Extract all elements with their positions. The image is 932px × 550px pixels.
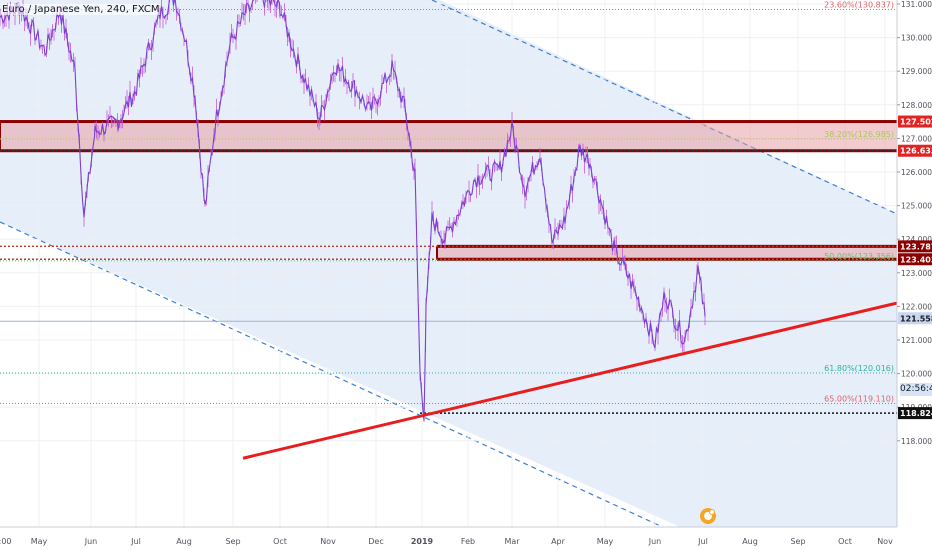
price-tag xyxy=(898,115,932,128)
time-axis-label: Oct xyxy=(838,537,852,546)
plot-area xyxy=(0,0,897,527)
candles xyxy=(0,0,706,422)
price-tick-label: 124.000 xyxy=(901,235,932,244)
price-tick-label: 128.000 xyxy=(901,101,932,110)
price-tag-label: 127.502 xyxy=(900,118,932,127)
price-axis-bg xyxy=(897,0,932,550)
symbol-title: Euro / Japanese Yen, 240, FXCM xyxy=(2,4,160,15)
price-tick-label: 121.000 xyxy=(901,336,932,345)
price-tick-label: 127.000 xyxy=(901,134,932,143)
time-axis-label: Jul xyxy=(130,537,141,546)
price-tag xyxy=(898,407,932,420)
time-axis-label: Nov xyxy=(320,537,336,546)
time-axis-label: Mar xyxy=(504,537,520,546)
time-axis-label: Aug xyxy=(742,537,758,546)
price-tick-label: 118.000 xyxy=(901,437,932,446)
time-axis-label: Sep xyxy=(790,537,805,546)
resistance-zone xyxy=(437,246,897,260)
price-tag-label: 126.633 xyxy=(900,147,932,156)
price-tag-label: 123.403 xyxy=(900,255,932,264)
channel-upper-line xyxy=(431,0,897,215)
time-axis-label: Sep xyxy=(225,537,240,546)
time-axis-label: Jun xyxy=(648,537,662,546)
time-axis-label: Feb xyxy=(461,537,475,546)
time-axis-label: Nov xyxy=(877,537,893,546)
time-axis-label: Jul xyxy=(697,537,708,546)
fib-label: 23.60%(130.837) xyxy=(824,0,894,9)
price-tick-label: 129.000 xyxy=(901,67,932,76)
price-tag xyxy=(898,144,932,157)
bar-countdown: 02:56:42 xyxy=(900,383,932,396)
time-axis-label: Aug xyxy=(176,537,192,546)
channel-fill xyxy=(0,0,897,527)
price-tag-label: 123.787 xyxy=(900,242,932,251)
price-tick-label: 131.000 xyxy=(901,0,932,9)
time-axis-label: Apr xyxy=(551,537,566,546)
fib-label: 50.00%(123.356) xyxy=(824,252,894,261)
zone-top-border xyxy=(0,120,897,124)
price-tag xyxy=(898,253,932,266)
zone-bottom-border xyxy=(437,257,897,261)
price-tick-label: 125.000 xyxy=(901,202,932,211)
time-axis-label: 17:00 xyxy=(0,537,12,546)
price-tag xyxy=(898,240,932,253)
channel-lower-line xyxy=(0,221,665,527)
fib-label: 65.00%(119.110) xyxy=(824,395,894,404)
price-tick-label: 126.000 xyxy=(901,168,932,177)
time-axis-bg xyxy=(0,527,932,550)
price-tick-label: 123.000 xyxy=(901,269,932,278)
time-axis-label: Jun xyxy=(84,537,98,546)
support-trendline xyxy=(242,301,897,460)
time-axis-label: May xyxy=(31,537,48,546)
price-tag xyxy=(898,312,932,325)
price-tick-label: 120.000 xyxy=(901,370,932,379)
time-axis-label: May xyxy=(597,537,614,546)
fib-label: 38.20%(126.985) xyxy=(824,130,894,139)
time-axis-label: 2019 xyxy=(411,537,434,546)
price-series-line xyxy=(0,0,706,421)
logo-icon xyxy=(700,508,716,524)
price-tag-label: 121.558 xyxy=(900,314,932,323)
fib-label: 61.80%(120.016) xyxy=(824,364,894,373)
time-axis-label: Oct xyxy=(273,537,287,546)
time-axis-label: Dec xyxy=(368,537,383,546)
resistance-zone xyxy=(0,121,897,151)
price-tick-label: 122.000 xyxy=(901,302,932,311)
price-tick-label: 130.000 xyxy=(901,34,932,43)
zone-top-border xyxy=(437,244,897,248)
price-tag-label: 118.824 xyxy=(900,409,932,418)
